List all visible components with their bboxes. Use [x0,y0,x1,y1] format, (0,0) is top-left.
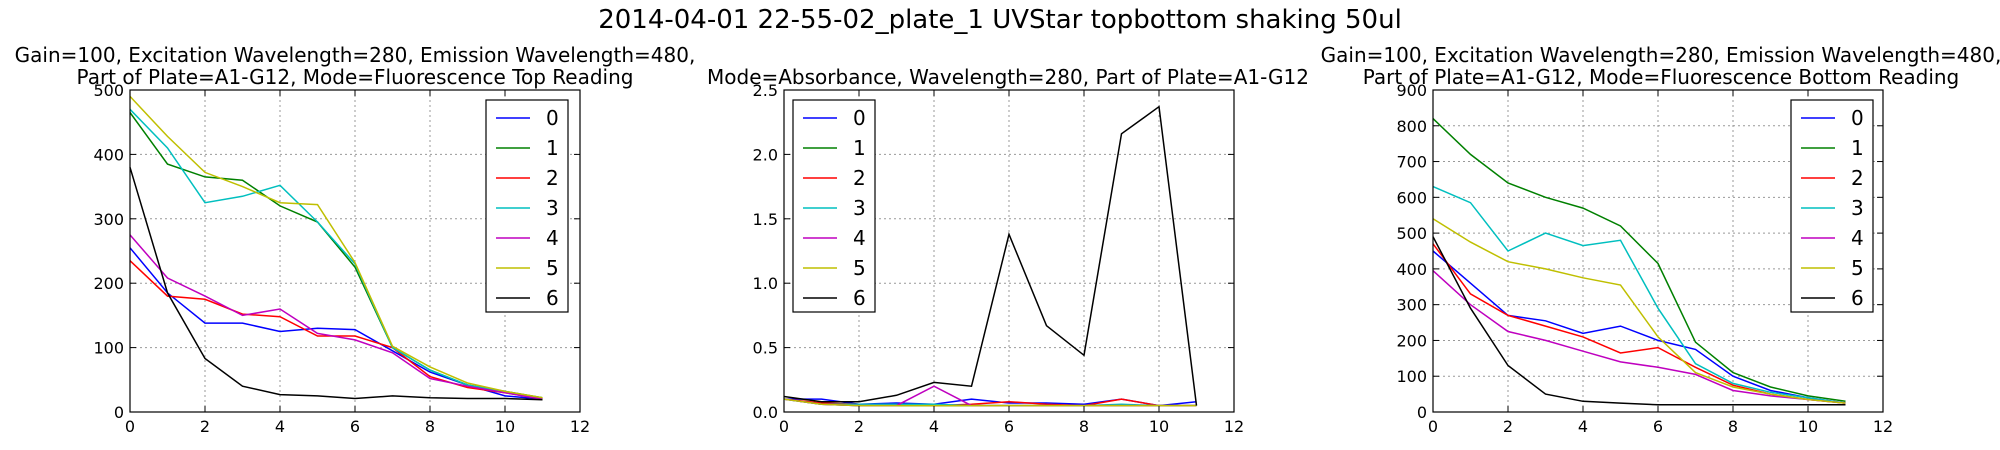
plot-fluorescence-top: Gain=100, Excitation Wavelength=280, Emi… [15,43,696,436]
legend-label: 6 [853,286,866,310]
series-line-6 [129,167,543,401]
series-line-1 [1432,118,1846,403]
y-tick-label: 500 [1396,224,1427,243]
y-tick-label: 400 [1396,260,1427,279]
legend-label: 3 [546,196,559,220]
y-tick-label: 100 [93,339,124,358]
series-line-1 [129,112,543,399]
x-tick-label: 8 [1728,417,1738,436]
legend-label: 5 [1851,256,1864,280]
legend-label: 4 [546,226,559,250]
legend-label: 1 [853,136,866,160]
y-tick-label: 300 [93,210,124,229]
x-tick-label: 6 [350,417,360,436]
legend-label: 3 [853,196,866,220]
legend-label: 1 [546,136,559,160]
x-tick-label: 0 [779,417,789,436]
y-tick-label: 800 [1396,117,1427,136]
y-tick-label: 0 [114,403,124,422]
legend-label: 2 [1851,166,1864,190]
legend-label: 6 [546,286,559,310]
legend-label: 2 [853,166,866,190]
legend-label: 5 [853,256,866,280]
y-tick-label: 1.5 [753,210,778,229]
x-tick-label: 0 [125,417,135,436]
legend-label: 0 [1851,106,1864,130]
y-tick-label: 300 [1396,296,1427,315]
plot-title-line: Mode=Absorbance, Wavelength=280, Part of… [707,65,1309,89]
legend-label: 1 [1851,136,1864,160]
series-line-6 [783,105,1198,406]
legend-label: 4 [1851,226,1864,250]
legend-label: 2 [546,166,559,190]
plot-absorbance: Mode=Absorbance, Wavelength=280, Part of… [707,65,1309,436]
y-tick-label: 600 [1396,188,1427,207]
y-tick-label: 700 [1396,153,1427,172]
x-tick-label: 12 [1873,417,1893,436]
y-tick-label: 200 [93,274,124,293]
legend-label: 6 [1851,286,1864,310]
y-tick-label: 0.0 [753,403,778,422]
series-line-4 [1432,270,1846,404]
y-tick-label: 200 [1396,331,1427,350]
plot-fluorescence-bottom: Gain=100, Excitation Wavelength=280, Emi… [1321,43,2000,436]
y-tick-label: 0.5 [753,339,778,358]
x-tick-label: 4 [275,417,285,436]
x-tick-label: 2 [200,417,210,436]
legend-label: 0 [853,106,866,130]
x-tick-label: 2 [1503,417,1513,436]
y-tick-label: 1.0 [753,274,778,293]
legend-label: 4 [853,226,866,250]
series-line-0 [1432,250,1846,404]
series-line-3 [1432,185,1846,404]
figure-title: 2014-04-01 22-55-02_plate_1 UVStar topbo… [598,5,1402,35]
series-line-0 [129,247,543,400]
x-tick-label: 2 [854,417,864,436]
plot-title-line: Part of Plate=A1-G12, Mode=Fluorescence … [1363,65,1960,89]
x-tick-label: 6 [1004,417,1014,436]
legend-label: 5 [546,256,559,280]
y-tick-label: 2.5 [753,81,778,100]
x-tick-label: 0 [1428,417,1438,436]
y-tick-label: 500 [93,81,124,100]
series-line-5 [783,398,1197,407]
x-tick-label: 10 [1798,417,1818,436]
plot-title-line: Part of Plate=A1-G12, Mode=Fluorescence … [77,65,634,89]
legend-label: 0 [546,106,559,130]
series-line-6 [1432,236,1846,406]
series-line-4 [129,234,543,400]
plot-title-line: Gain=100, Excitation Wavelength=280, Emi… [15,43,696,67]
series-line-2 [1432,243,1846,404]
legend-label: 3 [1851,196,1864,220]
x-tick-label: 12 [1224,417,1244,436]
y-tick-label: 0 [1417,403,1427,422]
y-tick-label: 2.0 [753,145,778,164]
legend-frame [792,99,876,313]
plot-title-line: Gain=100, Excitation Wavelength=280, Emi… [1321,43,2000,67]
series-line-3 [129,108,543,400]
x-tick-label: 6 [1653,417,1663,436]
legend: 0 1 2 3 4 5 6 [485,99,569,313]
x-tick-label: 4 [929,417,939,436]
x-tick-label: 12 [570,417,590,436]
y-tick-label: 900 [1396,81,1427,100]
x-tick-label: 8 [1079,417,1089,436]
y-tick-label: 400 [93,145,124,164]
legend-frame [485,99,569,313]
series-line-2 [129,260,543,400]
legend: 0 1 2 3 4 5 6 [1790,99,1874,313]
x-tick-label: 8 [425,417,435,436]
series-line-5 [129,95,543,399]
x-tick-label: 4 [1578,417,1588,436]
series-line-5 [1432,218,1846,404]
legend-frame [1790,99,1874,313]
x-tick-label: 10 [495,417,515,436]
legend: 0 1 2 3 4 5 6 [792,99,876,313]
y-tick-label: 100 [1396,367,1427,386]
x-tick-label: 10 [1149,417,1169,436]
